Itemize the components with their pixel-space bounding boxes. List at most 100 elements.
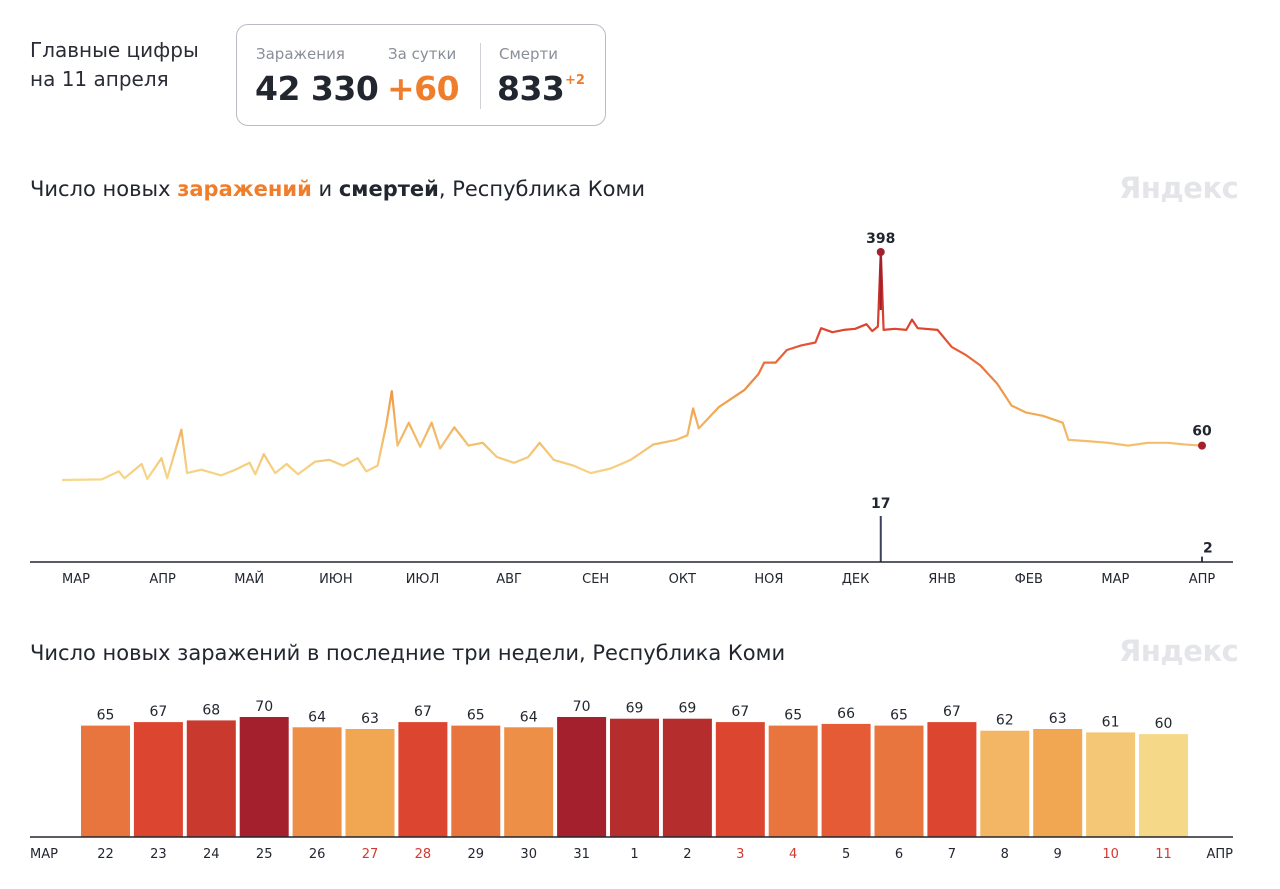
infections-value: 42 330 — [255, 69, 379, 108]
main-chart-title-prefix: Число новых — [30, 177, 178, 201]
main-chart-title: Число новых заражений и смертей, Республ… — [30, 177, 645, 201]
summary-caption-line2: на 11 апреля — [30, 67, 169, 91]
infections-label: Заражения — [256, 45, 345, 63]
month-tick-label: МАР — [62, 572, 90, 587]
bar-value-label: 69 — [626, 701, 644, 717]
bar-value-label: 66 — [837, 706, 855, 722]
bar-category-label: 23 — [150, 847, 167, 862]
bar-chart-title: Число новых заражений в последние три не… — [30, 641, 786, 665]
bar-value-label: 67 — [414, 704, 432, 720]
month-tick-label: ЯНВ — [928, 572, 956, 587]
last-value-label: 60 — [1192, 424, 1212, 440]
bar — [715, 722, 765, 837]
bar-value-label: 61 — [1102, 714, 1120, 730]
bar — [557, 717, 607, 837]
bar-category-label: 22 — [97, 847, 114, 862]
bar — [874, 725, 924, 837]
main-chart: 17 2 398 60 МАР АПР МАЙ ИЮН ИЮЛ АВГ СЕН ОКТ НОЯ ДЕК… — [30, 231, 1233, 587]
bar-value-label: 64 — [520, 709, 538, 725]
bar — [1033, 729, 1083, 837]
bar — [662, 718, 712, 837]
bar — [768, 725, 818, 837]
main-chart-title-suffix: , Республика Коми — [438, 177, 646, 201]
card-divider — [480, 43, 481, 109]
bar-value-label: 67 — [943, 704, 961, 720]
bar — [292, 727, 342, 837]
month-tick-label: ИЮН — [319, 572, 353, 587]
bar-category-label: 28 — [415, 847, 432, 862]
month-tick-label: АПР — [1189, 572, 1216, 587]
bar-category-label: 3 — [736, 847, 744, 862]
bar-value-label: 60 — [1155, 716, 1173, 732]
bar-category-label: 4 — [789, 847, 797, 862]
month-tick-label: СЕН — [582, 572, 609, 587]
bar-value-label: 65 — [784, 708, 802, 724]
month-tick-label: МАР — [1101, 572, 1129, 587]
bar-category-label: 6 — [895, 847, 903, 862]
month-tick-label: ОКТ — [669, 572, 696, 587]
bar — [133, 722, 183, 837]
bar-value-label: 65 — [97, 708, 115, 724]
yandex-watermark-bottom: Яндекс — [1119, 634, 1239, 668]
infections-line — [61, 250, 1203, 482]
bar-category-label: 26 — [309, 847, 326, 862]
peak-label: 398 — [866, 231, 895, 247]
last-value-marker — [1198, 441, 1206, 450]
peak-marker — [876, 248, 885, 256]
bar-value-label: 67 — [149, 704, 167, 720]
bar — [980, 730, 1030, 837]
month-tick-label: ФЕВ — [1015, 572, 1043, 587]
month-tick-label: МАЙ — [234, 571, 264, 587]
daily-value: +60 — [387, 69, 460, 108]
bar — [504, 727, 554, 837]
summary-card: Заражения 42 330 За сутки +60 Смерти 833… — [236, 24, 606, 126]
bar — [1086, 732, 1136, 837]
bar-category-label: 2 — [683, 847, 691, 862]
bar-category-label: 27 — [362, 847, 379, 862]
bar-value-label: 63 — [1049, 711, 1067, 727]
bar-category-label: 25 — [256, 847, 273, 862]
bar-value-label: 70 — [255, 699, 273, 715]
bar — [239, 717, 289, 837]
bar-category-label: 29 — [468, 847, 485, 862]
bar — [345, 729, 395, 837]
bar-end-month-label: АПР — [1206, 847, 1233, 862]
month-tick-label: НОЯ — [754, 572, 783, 587]
deaths-peak-bar — [879, 516, 882, 562]
bar-category-label: 10 — [1102, 847, 1119, 862]
main-chart-title-infections: заражений — [177, 177, 312, 201]
bar — [610, 718, 659, 837]
bar-category-label: 31 — [573, 847, 590, 862]
bar-category-label: 24 — [203, 847, 220, 862]
bar-value-label: 65 — [890, 708, 908, 724]
bar-start-month-label: МАР — [30, 847, 58, 862]
deaths-last-bar — [1201, 556, 1203, 562]
bar-value-label: 68 — [202, 702, 220, 718]
bar-value-label: 62 — [996, 713, 1014, 729]
bar — [81, 725, 130, 837]
bar-category-label: 1 — [630, 847, 638, 862]
bar — [927, 722, 977, 837]
yandex-watermark-top: Яндекс — [1119, 171, 1239, 205]
deaths-peak-label: 17 — [871, 496, 890, 512]
main-chart-title-middle: и — [311, 177, 339, 201]
main-chart-title-deaths: смертей — [338, 177, 439, 201]
month-tick-label: АПР — [149, 572, 176, 587]
daily-label: За сутки — [388, 45, 457, 63]
bar-value-label: 63 — [361, 711, 379, 727]
bar-value-label: 70 — [573, 699, 591, 715]
deaths-last-label: 2 — [1203, 541, 1213, 557]
deaths-label: Смерти — [499, 45, 559, 63]
bar — [821, 723, 871, 837]
bar-category-label: 8 — [1001, 847, 1009, 862]
bar — [1139, 734, 1188, 837]
summary-caption: Главные цифры на 11 апреля — [30, 36, 199, 94]
month-tick-label: ИЮЛ — [406, 572, 440, 587]
deaths-value: 833 — [497, 69, 565, 108]
bar-value-label: 65 — [467, 708, 485, 724]
bar-category-label: 30 — [520, 847, 537, 862]
bar-category-label: 7 — [948, 847, 956, 862]
summary-caption-line1: Главные цифры — [30, 38, 199, 62]
month-tick-label: АВГ — [496, 572, 522, 587]
bar-category-label: 5 — [842, 847, 850, 862]
